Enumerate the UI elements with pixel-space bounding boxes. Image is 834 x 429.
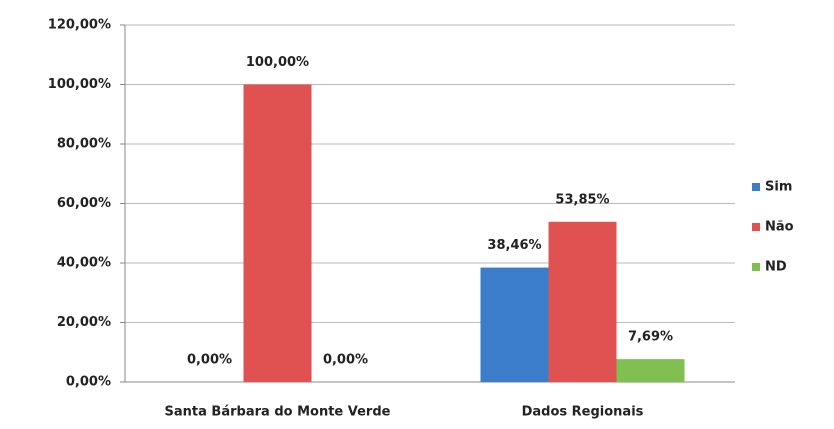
- y-tick-label: 60,00%: [57, 196, 111, 211]
- legend-label: Sim: [765, 180, 792, 195]
- x-tick-label: Dados Regionais: [522, 405, 644, 420]
- legend-label: Não: [765, 220, 794, 235]
- y-tick-label: 40,00%: [57, 256, 111, 271]
- y-tick-label: 0,00%: [66, 375, 111, 390]
- value-label: 0,00%: [323, 353, 368, 368]
- y-tick-label: 80,00%: [57, 137, 111, 152]
- bar: [480, 267, 549, 382]
- bar: [548, 221, 617, 382]
- legend-swatch: [752, 223, 760, 231]
- value-label: 53,85%: [555, 192, 609, 207]
- value-label: 38,46%: [487, 238, 541, 253]
- y-tick-label: 100,00%: [48, 77, 111, 92]
- bar: [243, 84, 312, 382]
- y-tick-label: 120,00%: [48, 18, 111, 33]
- bar: [616, 359, 685, 382]
- legend-label: ND: [765, 260, 787, 275]
- value-label: 100,00%: [246, 55, 309, 70]
- x-tick-label: Santa Bárbara do Monte Verde: [165, 405, 391, 420]
- value-label: 7,69%: [628, 330, 673, 345]
- y-tick-label: 20,00%: [57, 315, 111, 330]
- value-label: 0,00%: [187, 353, 232, 368]
- legend-swatch: [752, 183, 760, 191]
- legend-swatch: [752, 263, 760, 271]
